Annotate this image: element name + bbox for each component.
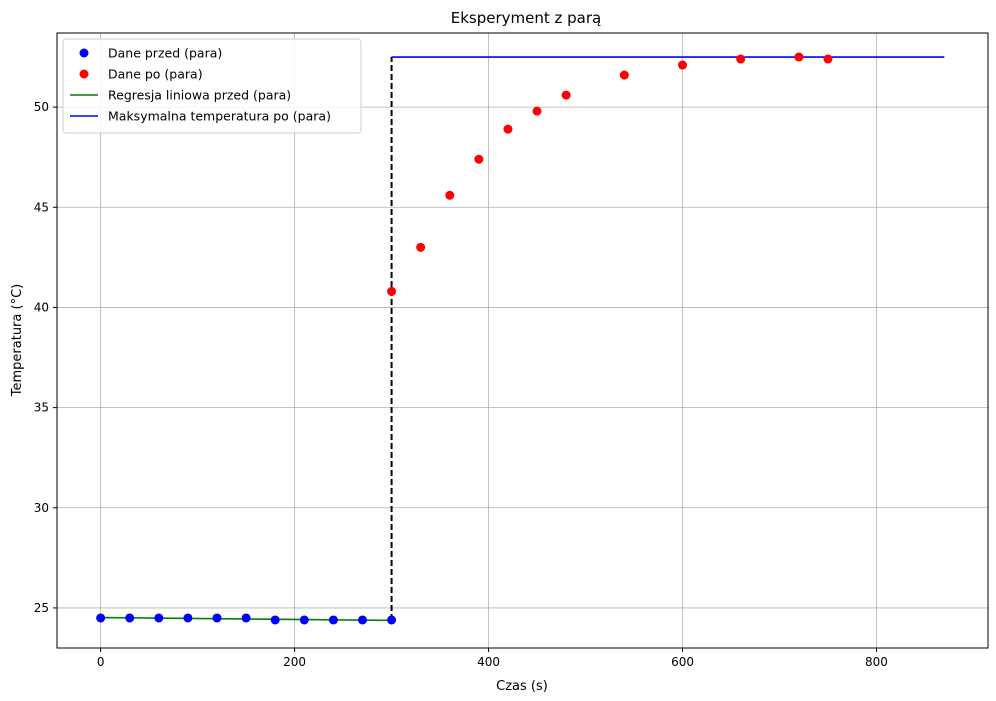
data-point-series-0 (357, 615, 367, 625)
x-axis-label: Czas (s) (496, 679, 548, 694)
y-axis-label: Temperatura (°C) (10, 284, 25, 397)
data-point-series-1 (532, 106, 542, 116)
data-point-series-1 (736, 54, 746, 64)
y-tick-label: 45 (34, 200, 49, 214)
grid (57, 33, 988, 648)
legend-entry: Maksymalna temperatura po (para) (108, 109, 331, 124)
plot-frame (56, 32, 989, 649)
data-point-series-1 (445, 190, 455, 200)
data-point-series-1 (474, 154, 484, 164)
plot-area (96, 52, 945, 625)
y-tick-label: 40 (34, 300, 49, 314)
x-tick-label: 400 (477, 655, 500, 669)
data-point-series-0 (241, 613, 251, 623)
data-point-series-1 (678, 60, 688, 70)
chart-title: Eksperyment z parą (451, 9, 601, 27)
legend-box (62, 38, 362, 134)
data-point-series-0 (299, 615, 309, 625)
y-tick-label: 25 (34, 601, 49, 615)
data-point-series-1 (619, 70, 629, 80)
data-point-series-1 (503, 124, 513, 134)
legend-entry: Dane po (para) (108, 67, 203, 82)
data-point-series-0 (96, 613, 106, 623)
legend-marker (79, 48, 89, 58)
legend-entry: Dane przed (para) (108, 46, 222, 61)
data-point-series-1 (416, 242, 426, 252)
data-point-series-0 (387, 615, 397, 625)
legend-entry: Regresja liniowa przed (para) (108, 88, 291, 103)
x-tick-label: 0 (97, 655, 105, 669)
x-tick-label: 600 (671, 655, 694, 669)
y-tick-label: 35 (34, 401, 49, 415)
data-point-series-1 (387, 286, 397, 296)
x-tick-label: 200 (283, 655, 306, 669)
data-point-series-0 (154, 613, 164, 623)
y-tick-label: 30 (34, 501, 49, 515)
data-point-series-0 (270, 615, 280, 625)
x-tick-label: 800 (865, 655, 888, 669)
data-point-series-0 (212, 613, 222, 623)
legend-marker (79, 69, 89, 79)
axis-ticks: 0 200 400 600 800 25 30 35 40 45 50 (34, 100, 888, 669)
legend: Dane przed (para) Dane po (para) Regresja … (62, 38, 362, 134)
data-point-series-0 (125, 613, 135, 623)
data-point-series-0 (183, 613, 193, 623)
data-point-series-1 (823, 54, 833, 64)
y-tick-label: 50 (34, 100, 49, 114)
data-point-series-1 (794, 52, 804, 62)
data-point-series-0 (328, 615, 338, 625)
data-point-series-1 (561, 90, 571, 100)
